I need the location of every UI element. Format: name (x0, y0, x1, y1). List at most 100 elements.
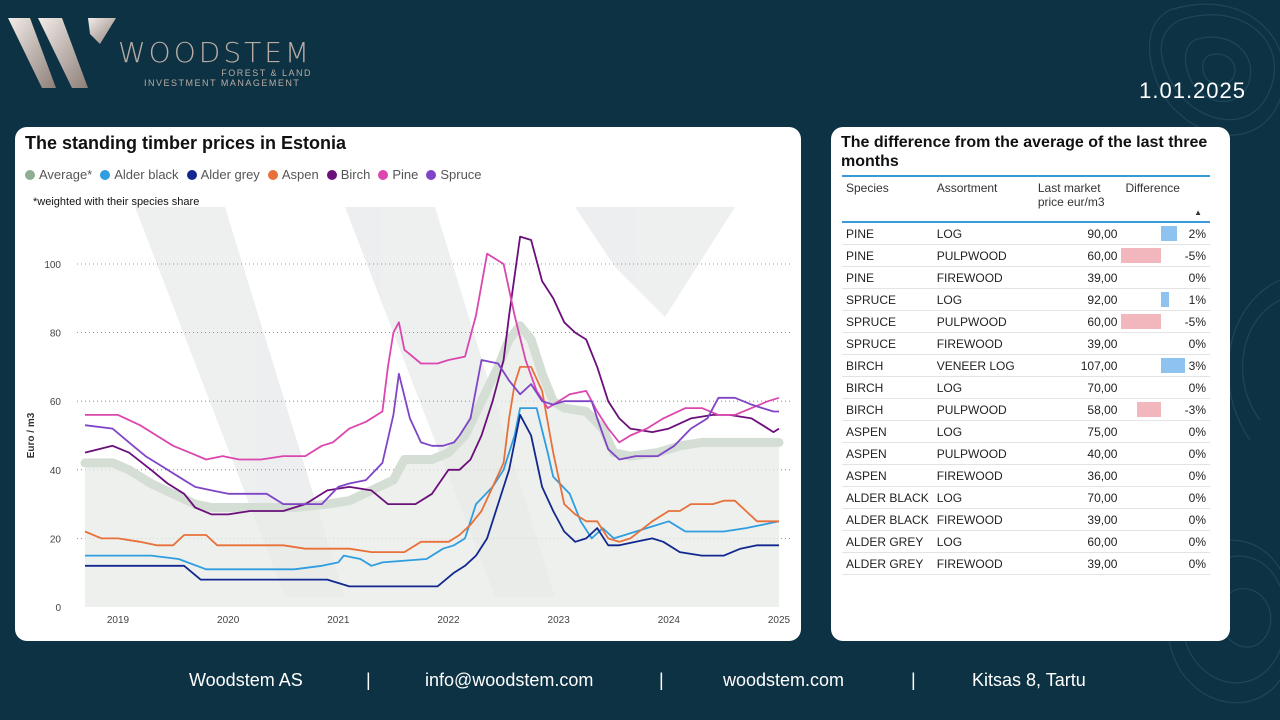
legend-label: Average* (39, 167, 93, 182)
table-row[interactable]: SPRUCE LOG 92,00 1% (842, 288, 1210, 311)
cell-price: 40,00 (1033, 442, 1122, 465)
legend-item-average[interactable]: Average* (25, 167, 92, 182)
difference-value: 0% (1188, 512, 1206, 527)
cell-assortment: LOG (932, 222, 1034, 245)
cell-species: ALDER GREY (842, 552, 933, 575)
cell-species: PINE (842, 244, 933, 267)
cell-species: PINE (842, 222, 933, 245)
legend-item-birch[interactable]: Birch (326, 167, 371, 182)
x-tick-label: 2025 (768, 615, 791, 626)
cell-assortment: LOG (932, 486, 1034, 509)
legend-dot (25, 169, 35, 180)
cell-price: 39,00 (1033, 266, 1122, 289)
chart-note: *weighted with their species share (33, 196, 200, 208)
cell-difference: 0% (1121, 530, 1210, 553)
header-difference-label: Difference (1125, 181, 1180, 195)
legend-item-spruce[interactable]: Spruce (426, 167, 482, 182)
legend-label: Spruce (440, 167, 482, 182)
legend-dot (186, 169, 197, 180)
footer-company: Woodstem AS (189, 670, 303, 690)
footer-separator: | (659, 670, 664, 690)
table-row[interactable]: BIRCH VENEER LOG 107,00 3% (842, 354, 1210, 377)
legend-item-aspen[interactable]: Aspen (267, 167, 319, 182)
sort-ascending-icon[interactable]: ▲ (1194, 208, 1202, 217)
difference-value: 0% (1188, 270, 1206, 285)
table-row[interactable]: ALDER GREY FIREWOOD 39,00 0% (842, 552, 1210, 575)
legend-label: Aspen (281, 167, 319, 182)
cell-species: ASPEN (842, 442, 933, 465)
footer: Woodstem AS | info@woodstem.com | woodst… (0, 670, 1280, 696)
cell-price: 36,00 (1033, 464, 1122, 487)
legend-item-alder-black[interactable]: Alder black (100, 167, 179, 182)
watermark-shape (575, 207, 735, 317)
difference-bar (1161, 358, 1186, 373)
cell-species: SPRUCE (842, 310, 933, 333)
cell-species: ASPEN (842, 464, 933, 487)
legend-item-alder-grey[interactable]: Alder grey (186, 167, 260, 182)
brand-name: WOODSTEM (118, 36, 313, 69)
table-row[interactable]: ALDER BLACK FIREWOOD 39,00 0% (842, 508, 1210, 531)
header-difference[interactable]: Difference ▲ (1121, 175, 1210, 223)
difference-value: -5% (1184, 314, 1206, 329)
legend-dot (267, 169, 278, 180)
cell-difference: -5% (1121, 244, 1210, 267)
legend-dot (426, 169, 437, 180)
header-assortment[interactable]: Assortment (932, 175, 1034, 223)
table-row[interactable]: ASPEN FIREWOOD 36,00 0% (842, 464, 1210, 487)
cell-price: 90,00 (1033, 222, 1122, 245)
cell-price: 39,00 (1033, 552, 1122, 575)
cell-assortment: LOG (932, 530, 1034, 553)
cell-price: 92,00 (1033, 288, 1122, 311)
difference-value: 0% (1188, 336, 1206, 351)
legend-item-pine[interactable]: Pine (378, 167, 418, 182)
cell-assortment: PULPWOOD (932, 398, 1034, 421)
difference-value: -5% (1184, 248, 1206, 263)
series-line-birch (84, 235, 780, 516)
table-row[interactable]: SPRUCE FIREWOOD 39,00 0% (842, 332, 1210, 355)
cell-difference: 0% (1121, 552, 1210, 575)
table-row[interactable]: ASPEN LOG 75,00 0% (842, 420, 1210, 443)
chart-title: The standing timber prices in Estonia (25, 133, 347, 153)
x-tick-label: 2024 (658, 615, 681, 626)
cell-price: 39,00 (1033, 508, 1122, 531)
table-row[interactable]: PINE LOG 90,00 2% (842, 222, 1210, 245)
footer-email[interactable]: info@woodstem.com (425, 670, 594, 690)
table-row[interactable]: ALDER GREY LOG 60,00 0% (842, 530, 1210, 553)
table-row[interactable]: BIRCH LOG 70,00 0% (842, 376, 1210, 399)
cell-assortment: VENEER LOG (932, 354, 1034, 377)
y-tick-label: 40 (50, 466, 62, 477)
topographic-pattern (1148, 3, 1280, 704)
header-species[interactable]: Species (842, 175, 933, 223)
cell-difference: -5% (1121, 310, 1210, 333)
table-title: The difference from the average of the l… (841, 134, 1208, 170)
cell-difference: 0% (1121, 266, 1210, 289)
brand-subtitle: FOREST & LAND (221, 68, 313, 78)
cell-difference: 0% (1121, 332, 1210, 355)
cell-difference: 0% (1121, 442, 1210, 465)
table-row[interactable]: PINE FIREWOOD 39,00 0% (842, 266, 1210, 289)
legend-dot (378, 169, 389, 180)
cell-price: 60,00 (1033, 530, 1122, 553)
footer-website[interactable]: woodstem.com (723, 670, 845, 690)
difference-bar (1121, 248, 1162, 263)
legend-label: Birch (340, 167, 371, 182)
header-price[interactable]: Last market price eur/m3 (1033, 175, 1122, 223)
table-row[interactable]: BIRCH PULPWOOD 58,00 -3% (842, 398, 1210, 421)
cell-difference: 2% (1121, 222, 1210, 245)
table-row[interactable]: PINE PULPWOOD 60,00 -5% (842, 244, 1210, 267)
table-panel: The difference from the average of the l… (831, 127, 1230, 641)
report-date: 1.01.2025 (1139, 78, 1246, 103)
table-header-row: Species Assortment Last market price eur… (842, 175, 1210, 223)
woodstem-logo (8, 18, 116, 88)
table-row[interactable]: ALDER BLACK LOG 70,00 0% (842, 486, 1210, 509)
cell-assortment: PULPWOOD (932, 244, 1034, 267)
difference-bar (1137, 402, 1162, 417)
table-row[interactable]: ASPEN PULPWOOD 40,00 0% (842, 442, 1210, 465)
cell-difference: -3% (1121, 398, 1210, 421)
table-row[interactable]: SPRUCE PULPWOOD 60,00 -5% (842, 310, 1210, 333)
difference-bar (1161, 226, 1178, 241)
difference-value: 0% (1188, 446, 1206, 461)
cell-difference: 1% (1121, 288, 1210, 311)
x-tick-label: 2020 (217, 615, 240, 626)
difference-value: 0% (1188, 534, 1206, 549)
